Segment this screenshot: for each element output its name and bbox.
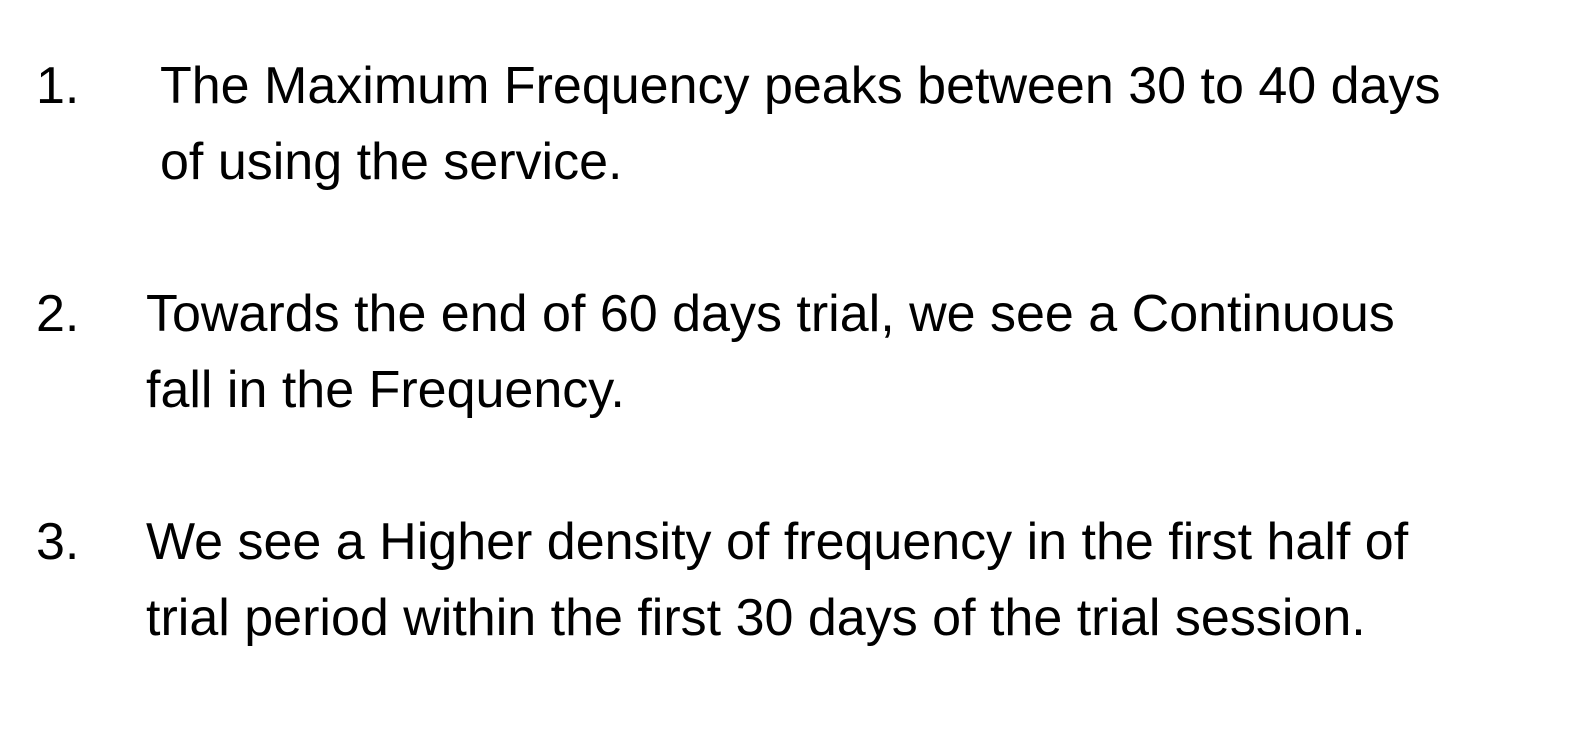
item-text-line: Towards the end of 60 days trial, we see… bbox=[146, 285, 1395, 343]
item-text-line: trial period within the first 30 days of… bbox=[146, 589, 1366, 647]
item-text: We see a Higher density of frequency in … bbox=[146, 504, 1566, 656]
item-text: The Maximum Frequency peaks between 30 t… bbox=[160, 48, 1560, 200]
item-text-line: fall in the Frequency. bbox=[146, 361, 625, 419]
item-number: 1. bbox=[36, 57, 80, 115]
item-number: 2. bbox=[36, 285, 80, 343]
item-number: 3. bbox=[36, 513, 80, 571]
item-text-line: of using the service. bbox=[160, 133, 623, 191]
item-text-line: The Maximum Frequency peaks between 30 t… bbox=[160, 57, 1441, 115]
item-text-line: We see a Higher density of frequency in … bbox=[146, 513, 1409, 571]
item-text: Towards the end of 60 days trial, we see… bbox=[146, 276, 1546, 428]
